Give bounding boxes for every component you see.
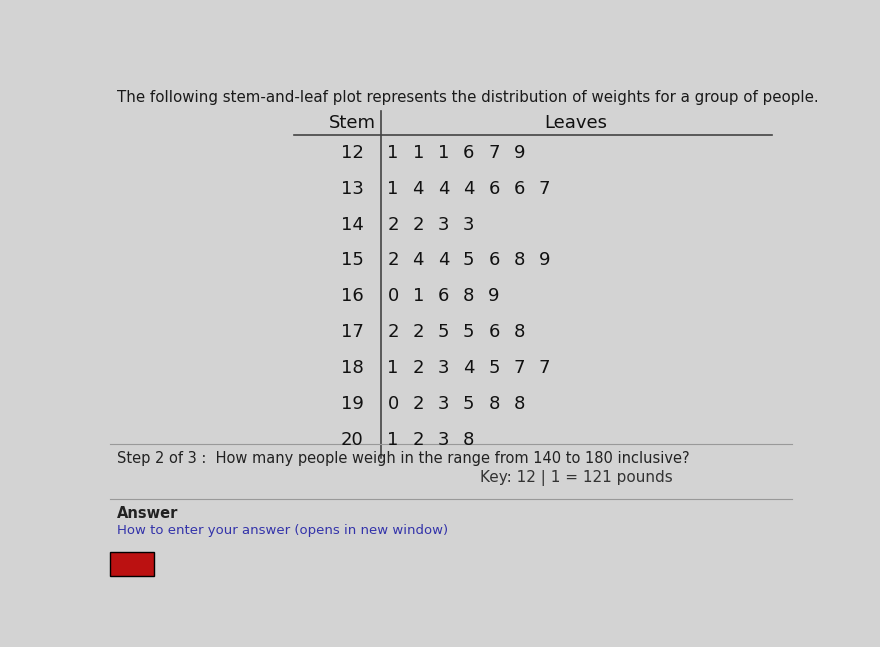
Text: 1: 1: [387, 359, 399, 377]
Text: 2: 2: [413, 215, 424, 234]
Text: 6: 6: [438, 287, 449, 305]
Text: 17: 17: [341, 324, 363, 341]
Text: 2: 2: [413, 324, 424, 341]
Text: 6: 6: [514, 180, 524, 198]
Text: 3: 3: [463, 215, 474, 234]
Text: 20: 20: [341, 431, 363, 449]
Text: 8: 8: [514, 324, 524, 341]
Text: 1: 1: [387, 180, 399, 198]
Text: 9: 9: [539, 252, 550, 270]
Text: 4: 4: [413, 180, 424, 198]
Text: 3: 3: [437, 431, 450, 449]
Text: The following stem-and-leaf plot represents the distribution of weights for a gr: The following stem-and-leaf plot represe…: [117, 90, 818, 105]
Text: How to enter your answer (opens in new window): How to enter your answer (opens in new w…: [117, 523, 448, 536]
Text: 3: 3: [437, 359, 450, 377]
Text: 0: 0: [387, 287, 399, 305]
Text: 2: 2: [387, 215, 399, 234]
Text: 2: 2: [413, 359, 424, 377]
Text: 1: 1: [413, 287, 424, 305]
Text: 13: 13: [341, 180, 363, 198]
Text: 6: 6: [463, 144, 474, 162]
Text: 7: 7: [539, 180, 550, 198]
Text: Leaves: Leaves: [545, 114, 608, 132]
Text: 5: 5: [463, 324, 474, 341]
Text: 9: 9: [488, 287, 500, 305]
Text: 1: 1: [387, 431, 399, 449]
Text: 5: 5: [463, 395, 474, 413]
Text: 4: 4: [463, 180, 474, 198]
Text: 8: 8: [488, 395, 500, 413]
Text: 1: 1: [413, 144, 424, 162]
Text: 4: 4: [437, 180, 450, 198]
Text: 8: 8: [463, 287, 474, 305]
Text: 5: 5: [437, 324, 450, 341]
Text: 6: 6: [488, 324, 500, 341]
Text: 7: 7: [513, 359, 525, 377]
Text: 8: 8: [514, 252, 524, 270]
Text: 14: 14: [341, 215, 363, 234]
Text: Answer: Answer: [117, 506, 178, 521]
Text: 8: 8: [514, 395, 524, 413]
Text: 0: 0: [387, 395, 399, 413]
Text: 2: 2: [413, 431, 424, 449]
Text: 1: 1: [387, 144, 399, 162]
Text: 19: 19: [341, 395, 363, 413]
Text: 12: 12: [341, 144, 363, 162]
Text: 4: 4: [437, 252, 450, 270]
Text: 9: 9: [513, 144, 525, 162]
Text: 18: 18: [341, 359, 363, 377]
Text: 7: 7: [488, 144, 500, 162]
Text: 6: 6: [488, 180, 500, 198]
Text: 7: 7: [539, 359, 550, 377]
Text: 5: 5: [463, 252, 474, 270]
Text: 16: 16: [341, 287, 363, 305]
Text: 3: 3: [437, 215, 450, 234]
Text: Step 2 of 3 :  How many people weigh in the range from 140 to 180 inclusive?: Step 2 of 3 : How many people weigh in t…: [117, 452, 689, 466]
Text: 1: 1: [438, 144, 449, 162]
Text: 4: 4: [413, 252, 424, 270]
Text: 8: 8: [463, 431, 474, 449]
Text: Stem: Stem: [328, 114, 376, 132]
Text: 2: 2: [387, 324, 399, 341]
Text: Key: 12 | 1 = 121 pounds: Key: 12 | 1 = 121 pounds: [480, 470, 672, 486]
Text: 2: 2: [387, 252, 399, 270]
Text: 3: 3: [437, 395, 450, 413]
Text: 4: 4: [463, 359, 474, 377]
FancyBboxPatch shape: [110, 552, 154, 576]
Text: 6: 6: [488, 252, 500, 270]
Text: 2: 2: [413, 395, 424, 413]
Text: 15: 15: [341, 252, 363, 270]
Text: 5: 5: [488, 359, 500, 377]
